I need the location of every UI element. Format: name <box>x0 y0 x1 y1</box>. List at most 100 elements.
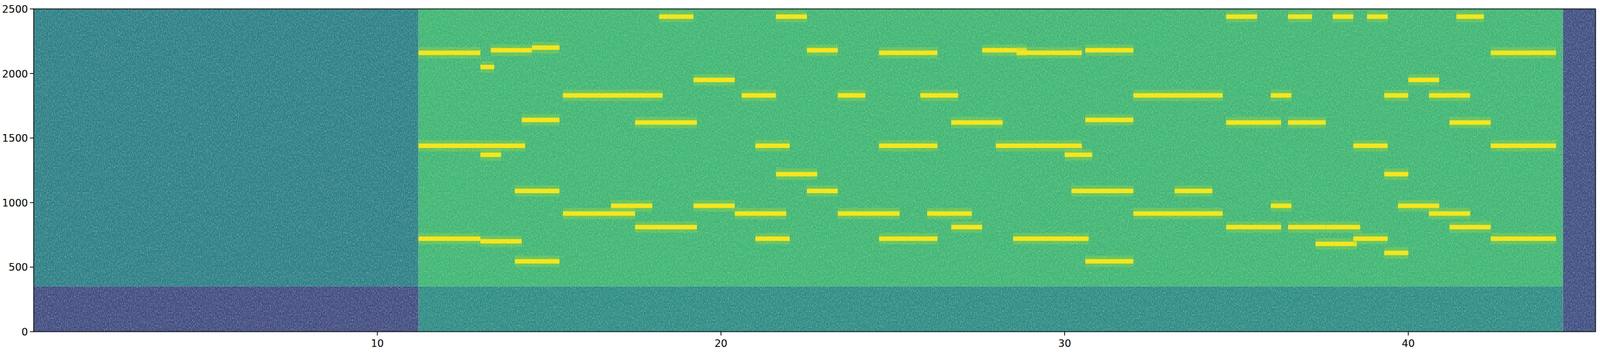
tone-glow <box>878 47 938 59</box>
tone <box>514 188 560 194</box>
y-tick <box>29 202 34 203</box>
tone <box>1408 77 1440 82</box>
tone-glow <box>418 233 481 245</box>
tone <box>480 64 495 70</box>
tone <box>1383 250 1409 256</box>
tone-glow <box>806 185 839 197</box>
tone <box>693 77 735 82</box>
tone <box>734 211 787 217</box>
tone <box>1429 93 1471 98</box>
tone <box>1325 224 1360 230</box>
tone <box>562 211 636 217</box>
tone <box>480 143 525 149</box>
tone-glow <box>418 47 481 59</box>
tone-glow <box>1429 89 1471 102</box>
x-tick <box>1064 331 1065 336</box>
tone-glow <box>1332 10 1353 23</box>
tone-glow <box>1325 221 1360 233</box>
tone-glow <box>1226 10 1258 23</box>
tone-glow <box>1408 74 1440 86</box>
tone-glow <box>927 207 972 220</box>
tone <box>1490 236 1557 241</box>
tone <box>1071 188 1133 194</box>
tone-glow <box>1288 10 1313 23</box>
x-tick <box>376 331 378 336</box>
noise-texture <box>33 8 1596 332</box>
y-tick-label: 0 <box>21 325 28 339</box>
tone-glow <box>418 139 481 152</box>
tone <box>755 236 790 241</box>
tone <box>1270 203 1292 208</box>
tone-glow <box>951 116 1003 129</box>
tone-glow <box>1064 149 1092 161</box>
tone <box>755 143 790 149</box>
tone <box>634 224 697 230</box>
tone-glow <box>1490 47 1557 59</box>
tone <box>1133 93 1224 98</box>
x-tick <box>1408 331 1409 336</box>
tone <box>1353 236 1388 241</box>
tone-glow <box>480 61 495 73</box>
tone <box>418 50 481 56</box>
tone-glow <box>1449 116 1491 129</box>
tone-glow <box>1270 89 1292 102</box>
tone <box>418 236 481 241</box>
x-tick <box>720 331 722 336</box>
y-tick-label: 500 <box>8 261 28 274</box>
tone-glow <box>611 200 653 212</box>
tone-glow <box>1383 247 1409 259</box>
tone-glow <box>1429 207 1471 220</box>
tone <box>480 238 522 244</box>
tone-glow <box>878 233 938 245</box>
tone <box>1288 120 1326 125</box>
tone-glow <box>514 255 560 267</box>
tone-glow <box>1270 200 1292 212</box>
tone-glow <box>490 44 532 56</box>
y-tick <box>29 73 34 74</box>
tone <box>878 236 938 241</box>
tone-glow <box>531 41 560 54</box>
tone-glow <box>1085 44 1134 56</box>
tone-glow <box>1490 233 1557 245</box>
tone-glow <box>741 89 776 102</box>
tone <box>806 48 839 53</box>
tone <box>951 224 983 230</box>
tone-glow <box>634 221 697 233</box>
y-tick-label: 2000 <box>1 67 28 81</box>
x-tick-label: 30 <box>1057 337 1071 350</box>
tone-glow <box>514 185 560 197</box>
y-tick <box>29 331 34 332</box>
tone-glow <box>1383 89 1409 102</box>
tone <box>1397 203 1440 208</box>
tone <box>490 48 532 53</box>
tone <box>693 203 735 208</box>
tone-glow <box>1016 47 1083 59</box>
y-tick <box>29 8 34 9</box>
tone <box>995 143 1082 149</box>
tone <box>878 50 938 56</box>
tone <box>514 259 560 264</box>
tone-glow <box>693 74 735 86</box>
tone-glow <box>521 114 560 126</box>
tone <box>1085 259 1134 264</box>
y-tick-label: 2500 <box>1 3 28 16</box>
y-tick-label: 1000 <box>1 196 28 210</box>
tone <box>1456 14 1484 20</box>
tone <box>1133 211 1224 217</box>
tone-glow <box>838 89 866 102</box>
tone-glow <box>1226 116 1282 129</box>
tone <box>1085 48 1134 53</box>
tone-glow <box>1315 238 1357 250</box>
chart: 1020304005001000150020002500 <box>0 0 1600 352</box>
y-tick <box>29 137 34 139</box>
tone <box>1064 152 1092 157</box>
tone-glow <box>806 44 839 56</box>
y-tick-label: 1500 <box>1 132 28 145</box>
tone <box>611 203 653 208</box>
tone-glow <box>1353 139 1388 152</box>
tone <box>1085 117 1134 123</box>
x-tick-label: 20 <box>714 337 727 350</box>
tone-glow <box>951 221 983 233</box>
tone-glow <box>1085 114 1134 126</box>
x-tick-label: 40 <box>1401 337 1415 350</box>
